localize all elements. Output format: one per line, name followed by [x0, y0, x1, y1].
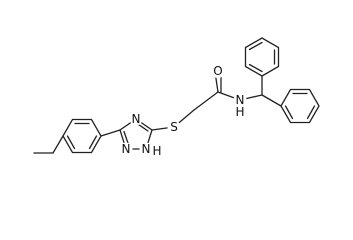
bond — [248, 63, 263, 73]
atom-label: N — [122, 142, 131, 156]
atom-label: N — [132, 112, 141, 126]
bond — [248, 41, 263, 51]
atom-label: N — [142, 142, 151, 156]
ring — [244, 37, 280, 77]
bond — [306, 105, 316, 120]
bond — [100, 129, 121, 137]
atom-label: H — [235, 105, 244, 119]
molecule-diagram: O N H S N N N H — [33, 37, 320, 158]
atom-label: H — [152, 144, 161, 158]
bond — [52, 135, 64, 154]
bond — [284, 105, 294, 120]
bond — [261, 94, 282, 107]
bond — [88, 135, 98, 150]
bonds — [33, 37, 320, 154]
atom-label: N — [236, 93, 245, 107]
ring — [62, 118, 102, 154]
ring — [280, 88, 320, 124]
atom-label: O — [213, 64, 222, 78]
bond — [193, 91, 219, 111]
atom-labels: O N H S N N N H — [119, 64, 247, 158]
bond — [66, 135, 76, 150]
atom-label: S — [170, 120, 178, 134]
